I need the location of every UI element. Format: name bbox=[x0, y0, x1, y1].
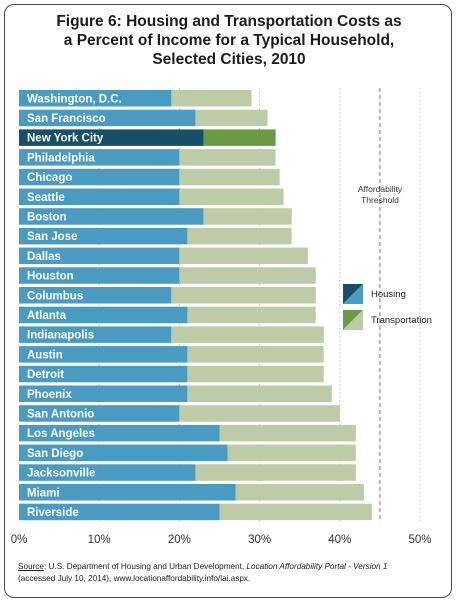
bar-housing bbox=[19, 208, 204, 225]
bar-housing bbox=[19, 424, 220, 442]
bar-transportation bbox=[171, 326, 324, 343]
source-text-b: (accessed July 10, 2014), www.locationaf… bbox=[18, 574, 251, 583]
bar-housing bbox=[19, 306, 188, 324]
bar-transportation bbox=[179, 405, 340, 422]
category-label: Seattle bbox=[27, 192, 65, 204]
bar-transportation bbox=[187, 346, 324, 363]
x-tick-label: 40% bbox=[328, 534, 351, 546]
category-label: Los Angeles bbox=[27, 428, 95, 440]
category-label: Dallas bbox=[27, 251, 61, 263]
bar-transportation bbox=[171, 90, 252, 107]
bar-transportation bbox=[171, 287, 316, 304]
bar-transportation bbox=[195, 464, 356, 481]
bar-housing bbox=[19, 287, 172, 304]
bar-transportation bbox=[179, 149, 276, 166]
category-label: Houston bbox=[27, 271, 74, 283]
x-axis: 0% 10% 20% 30% 40% 50% bbox=[11, 534, 432, 546]
x-tick-label: 0% bbox=[11, 534, 28, 546]
bar-housing bbox=[19, 188, 180, 205]
bar-transportation bbox=[227, 444, 356, 462]
category-label: New York City bbox=[27, 133, 104, 145]
bar-transportation bbox=[179, 247, 308, 265]
category-label: Riverside bbox=[27, 507, 79, 519]
category-label: San Antonio bbox=[27, 408, 94, 420]
swatch-light-half bbox=[343, 310, 363, 330]
bar-housing bbox=[19, 247, 180, 265]
bar-transportation bbox=[235, 484, 364, 501]
bar-housing bbox=[19, 444, 228, 462]
title-line-3: Selected Cities, 2010 bbox=[152, 51, 306, 68]
threshold-label-line-2: Threshold bbox=[361, 195, 399, 205]
category-label: Atlanta bbox=[27, 310, 67, 322]
x-tick-label: 10% bbox=[88, 534, 111, 546]
bar-housing bbox=[19, 346, 188, 363]
bar-transportation bbox=[219, 503, 372, 521]
bar-transportation bbox=[187, 306, 316, 324]
category-label: Phoenix bbox=[27, 389, 72, 401]
category-label: San Francisco bbox=[27, 113, 106, 125]
source-text-a: : U.S. Department of Housing and Urban D… bbox=[43, 562, 247, 571]
bar-housing bbox=[19, 326, 172, 343]
bar-housing bbox=[19, 484, 236, 501]
bar-transportation bbox=[219, 424, 356, 442]
category-labels: Washington, D.C. San Francisco New York Ci… bbox=[27, 93, 122, 519]
bar-housing bbox=[19, 385, 188, 402]
bar-housing bbox=[19, 503, 220, 521]
legend-housing-label: Housing bbox=[371, 289, 406, 300]
bar-housing bbox=[19, 227, 188, 245]
bar-housing bbox=[19, 365, 188, 383]
source-portal: Location Affordability Portal - Version … bbox=[246, 562, 388, 571]
bar-transportation bbox=[187, 365, 324, 383]
bar-housing bbox=[19, 267, 180, 284]
category-label: Austin bbox=[27, 349, 63, 361]
category-label: Miami bbox=[27, 487, 60, 499]
bar-transportation bbox=[187, 385, 332, 402]
bar-housing bbox=[19, 149, 180, 166]
x-tick-label: 30% bbox=[248, 534, 271, 546]
category-label: Boston bbox=[27, 211, 67, 223]
x-tick-label: 50% bbox=[408, 534, 431, 546]
bar-housing bbox=[19, 90, 172, 107]
bars bbox=[19, 90, 372, 521]
category-label: Columbus bbox=[27, 290, 83, 302]
category-label: San Jose bbox=[27, 231, 78, 243]
title-line-2: a Percent of Income for a Typical Househ… bbox=[63, 32, 395, 49]
category-label: Jacksonville bbox=[27, 468, 95, 480]
bar-housing bbox=[19, 464, 196, 481]
bar-transportation bbox=[203, 129, 276, 146]
category-label: San Diego bbox=[27, 448, 83, 460]
chart-title: Figure 6: Housing and Transportation Cos… bbox=[0, 12, 458, 69]
bar-transportation bbox=[179, 168, 280, 186]
bar-transportation bbox=[203, 208, 292, 225]
legend-transportation-label: Transportation bbox=[371, 315, 432, 326]
category-label: Chicago bbox=[27, 172, 72, 184]
bar-transportation bbox=[195, 109, 268, 127]
bar-transportation bbox=[179, 267, 316, 284]
source-note: Source: U.S. Department of Housing and U… bbox=[18, 561, 438, 585]
legend-transportation-swatch bbox=[343, 310, 363, 330]
title-line-1: Figure 6: Housing and Transportation Cos… bbox=[56, 13, 402, 30]
bar-housing bbox=[19, 168, 180, 186]
category-label: Washington, D.C. bbox=[27, 93, 122, 105]
bar-transportation bbox=[187, 227, 292, 245]
category-label: Indianapolis bbox=[27, 330, 94, 342]
bar-housing bbox=[19, 109, 196, 127]
category-label: Detroit bbox=[27, 369, 64, 381]
source-label: Source bbox=[18, 562, 44, 571]
x-tick-label: 20% bbox=[168, 534, 191, 546]
threshold-label-line-1: Affordability bbox=[358, 184, 403, 194]
bar-housing bbox=[19, 405, 180, 422]
category-label: Philadelphia bbox=[27, 152, 95, 164]
legend: Housing Transportation bbox=[343, 284, 432, 330]
legend-housing-swatch bbox=[343, 284, 363, 304]
swatch-light-half bbox=[343, 284, 363, 304]
bar-housing bbox=[19, 129, 204, 146]
bar-transportation bbox=[179, 188, 284, 205]
